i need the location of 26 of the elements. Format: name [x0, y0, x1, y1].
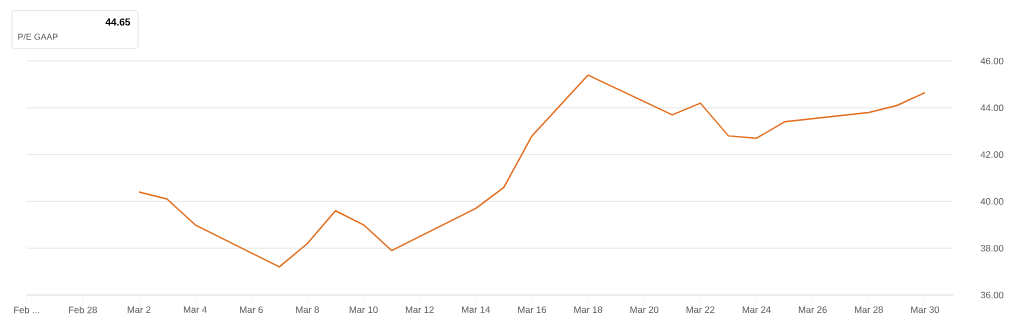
x-tick-label: Mar 24 — [742, 306, 771, 313]
x-tick-label: Mar 26 — [798, 306, 827, 313]
x-tick-label: Mar 4 — [183, 306, 207, 313]
y-tick-label: 36.00 — [980, 291, 1004, 299]
x-tick-label: Mar 8 — [296, 306, 319, 313]
x-tick-label: Mar 28 — [855, 306, 883, 313]
text: P/E GAAP — [18, 33, 58, 40]
x-tick-label: Mar 20 — [630, 306, 659, 313]
x-tick-label: Mar 14 — [462, 306, 491, 313]
x-tick-label: Mar 2 — [127, 306, 151, 313]
x-tick-label: Mar 16 — [518, 306, 547, 313]
y-tick-label: 38.00 — [980, 244, 1004, 252]
x-tick-label: Feb ... — [14, 306, 40, 314]
line-series — [138, 74, 926, 268]
x-tick-label: Mar 30 — [911, 306, 940, 313]
y-tick-label: 40.00 — [980, 198, 1004, 205]
x-tick-label: Feb 28 — [69, 306, 97, 314]
y-tick-label: 46.00 — [980, 57, 1004, 65]
x-tick-label: Mar 6 — [240, 306, 263, 313]
y-tick-label: 44.00 — [980, 104, 1004, 112]
x-tick-label: Mar 18 — [574, 306, 603, 313]
x-tick-label: Mar 22 — [686, 306, 715, 313]
y-tick-label: 42.00 — [980, 151, 1004, 158]
x-tick-label: Mar 12 — [405, 306, 434, 313]
text: 44.65 — [105, 18, 131, 26]
x-tick-label: Mar 10 — [349, 306, 378, 313]
